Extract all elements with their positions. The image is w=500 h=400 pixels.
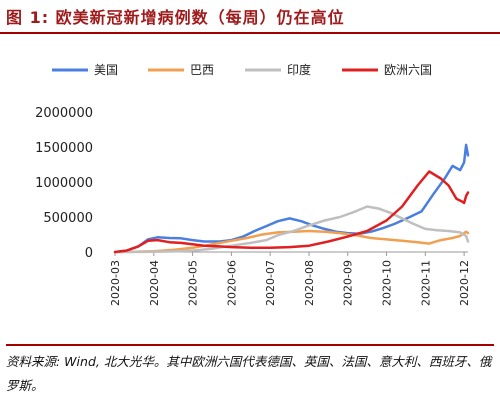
line-chart: 美国 巴西 印度 欧洲六国 2000000 1500000 1000000 500000 0 20…: [35, 62, 471, 306]
source-note: 资料来源: Wind, 北大光华。其中欧洲六国代表德国、英国、法国、意大利、西班…: [6, 344, 494, 398]
y-tick-label: 500000: [43, 211, 93, 226]
x-tick-label: 2020-08: [303, 260, 316, 306]
legend-label: 欧洲六国: [384, 63, 432, 77]
chart-container: 美国 巴西 印度 欧洲六国 2000000 1500000 1000000 500000 0 20…: [0, 34, 500, 340]
x-tick-label: 2020-11: [419, 260, 432, 306]
page-title: 图 1: 欧美新冠新增病例数（每周）仍在高位: [6, 8, 345, 27]
y-tick-label: 1500000: [35, 141, 93, 156]
legend-label: 印度: [287, 62, 311, 77]
x-tick-label: 2020-12: [458, 260, 471, 306]
series-line: [113, 205, 470, 254]
x-tick-label: 2020-05: [187, 260, 200, 306]
y-tick-label: 2000000: [35, 106, 93, 121]
legend-label: 巴西: [190, 63, 214, 77]
x-tick-label: 2020-09: [342, 260, 355, 306]
series-line: [113, 170, 470, 254]
x-tick-label: 2020-07: [264, 260, 277, 306]
x-tick-label: 2020-10: [381, 260, 394, 306]
x-tick-label: 2020-03: [109, 260, 122, 306]
x-tick-label: 2020-06: [225, 260, 238, 306]
y-tick-label: 0: [85, 246, 93, 261]
series-line: [113, 229, 470, 254]
x-tick-label: 2020-04: [148, 260, 161, 306]
series-line: [113, 143, 470, 254]
legend-label: 美国: [94, 63, 118, 77]
title-bar: 图 1: 欧美新冠新增病例数（每周）仍在高位: [0, 0, 500, 34]
y-tick-label: 1000000: [35, 176, 93, 191]
